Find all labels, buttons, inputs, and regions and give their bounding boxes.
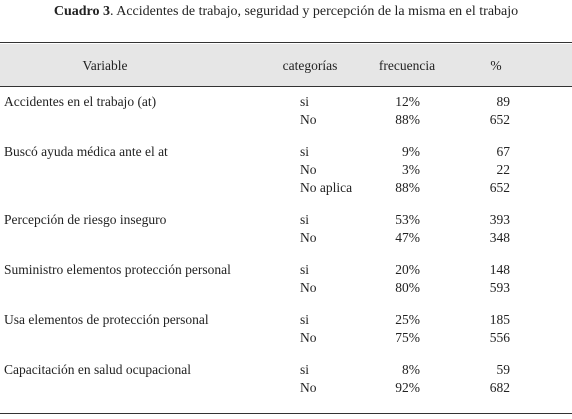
category-cell: No [300,380,317,395]
category-cell: No [300,112,317,127]
category-cell: si [300,262,310,277]
frequency-cell: 80% [395,280,420,295]
count-cell: 185 [489,312,510,327]
category-cell: si [300,94,310,109]
column-header: frecuencia [378,58,436,73]
count-cell: 393 [489,212,510,227]
category-cell: No aplica [300,180,353,195]
category-cell: No [300,230,317,245]
frequency-cell: 47% [395,230,420,245]
frequency-cell: 8% [402,362,420,377]
top-rule [0,42,572,43]
category-cell: si [300,212,310,227]
count-cell: 652 [489,112,510,127]
count-cell: 556 [489,330,510,345]
count-cell: 67 [496,144,511,159]
category-cell: si [300,312,310,327]
count-cell: 22 [496,162,511,177]
category-cell: No [300,280,317,295]
header-band [0,44,572,86]
frequency-cell: 92% [395,380,420,395]
category-cell: si [300,144,310,159]
variable-cell: Suministro elementos protección personal [4,262,231,277]
variable-cell: Accidentes en el trabajo (at) [4,94,157,109]
category-cell: si [300,362,310,377]
header-rule [0,86,572,87]
variable-cell: Usa elementos de protección personal [4,312,209,327]
variable-cell: Capacitación en salud ocupacional [4,362,192,377]
frequency-cell: 88% [395,112,420,127]
frequency-cell: 53% [395,212,420,227]
frequency-cell: 75% [395,330,420,345]
column-header: Variable [82,58,128,73]
title-text: . Accidentes de trabajo, seguridad y per… [109,4,519,19]
count-cell: 148 [489,262,510,277]
count-cell: 652 [489,180,510,195]
title-label: Cuadro 3 [53,4,110,19]
variable-cell: Buscó ayuda médica ante el at [4,144,168,159]
frequency-cell: 20% [395,262,420,277]
category-cell: No [300,162,317,177]
column-header: categorías [282,58,338,73]
frequency-cell: 25% [395,312,420,327]
variable-cell: Percepción de riesgo inseguro [4,212,167,227]
frequency-cell: 12% [395,94,420,109]
count-cell: 59 [496,362,511,377]
count-cell: 348 [489,230,510,245]
frequency-cell: 9% [402,144,420,159]
count-cell: 593 [489,280,510,295]
frequency-cell: 88% [395,180,420,195]
bottom-rule [0,413,572,414]
frequency-cell: 3% [402,162,420,177]
table-title: Cuadro 3. Accidentes de trabajo, segurid… [0,4,572,20]
count-cell: 682 [489,380,510,395]
column-header: % [490,58,502,73]
count-cell: 89 [496,94,511,109]
category-cell: No [300,330,317,345]
